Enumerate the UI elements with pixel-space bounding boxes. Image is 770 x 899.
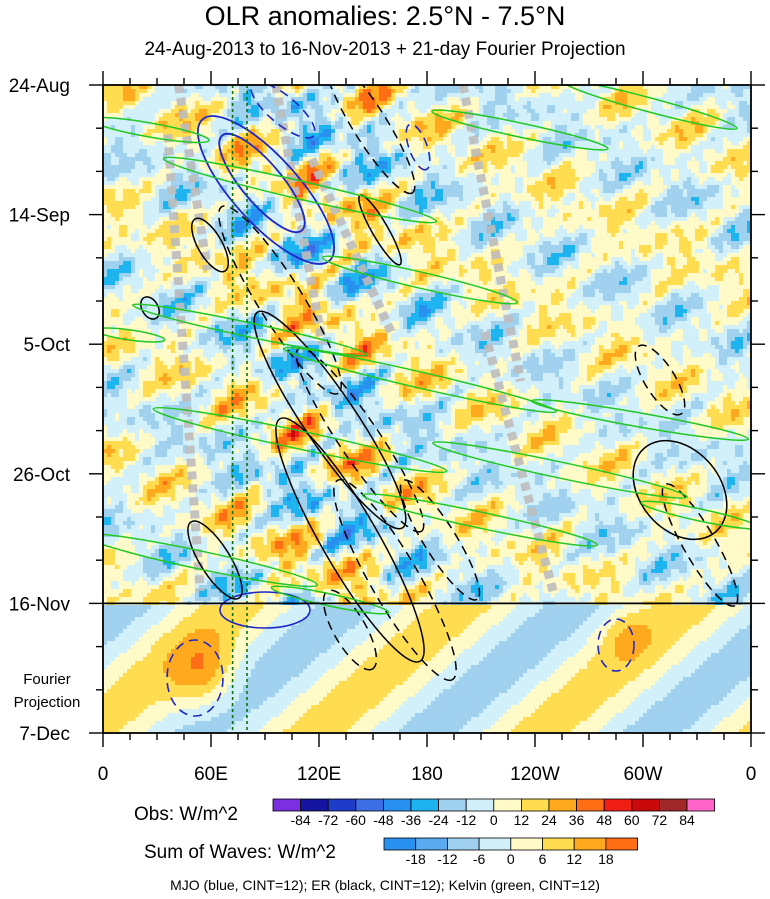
colorbar-swatch [511,838,543,850]
waves-colorbar-label: Sum of Waves: W/m^2 [144,842,336,864]
y-tick-label: 14-Sep [9,206,70,227]
colorbar-tick-label: -24 [428,812,448,828]
colorbar-tick-label: 18 [598,851,614,867]
colorbar-tick-label: 72 [652,812,668,828]
colorbar-swatch [494,799,522,811]
colorbar-swatch [328,799,356,811]
colorbar-tick-label: 12 [566,851,582,867]
colorbar-tick-label: -18 [406,851,426,867]
y-tick-label: 24-Aug [9,76,70,97]
colorbar-tick-label: 24 [541,812,557,828]
colorbar-swatch [384,838,416,850]
colorbar-tick-label: 60 [624,812,640,828]
colorbar-tick-label: -6 [473,851,486,867]
y-tick-label: 7-Dec [19,724,70,745]
colorbar-tick-label: -84 [290,812,310,828]
colorbar-tick-label: 48 [596,812,612,828]
colorbar-swatch [604,799,632,811]
projection-label: Projection [14,694,81,711]
colorbar-tick-label: -36 [401,812,421,828]
colorbar-swatch [447,838,479,850]
colorbar-swatch [606,838,638,850]
colorbar-swatch [273,799,301,811]
colorbar-swatch [356,799,384,811]
colorbar-tick-label: -48 [373,812,393,828]
colorbar-swatch [577,799,605,811]
x-tick-label: 180 [411,764,443,785]
colorbar-swatch [659,799,687,811]
x-tick-label: 60E [194,764,228,785]
x-tick-label: 0 [746,764,757,785]
colorbar-tick-label: 0 [507,851,515,867]
obs-colorbar-label: Obs: W/m^2 [134,804,238,826]
colorbar-swatch [521,799,549,811]
colorbar-tick-label: -12 [437,851,457,867]
colorbar-swatch [687,799,715,811]
colorbar-swatch [632,799,660,811]
colorbar-tick-label: 0 [490,812,498,828]
colorbar-swatch [411,799,439,811]
chart-footer: MJO (blue, CINT=12); ER (black, CINT=12)… [0,876,770,894]
colorbar-tick-label: -60 [346,812,366,828]
x-tick-label: 0 [98,764,109,785]
colorbar-swatch [416,838,448,850]
colorbar-swatch [466,799,494,811]
colorbar-swatch [301,799,329,811]
colorbar-swatch [479,838,511,850]
colorbar-tick-label: 36 [569,812,585,828]
x-tick-label: 60W [623,764,662,785]
x-tick-label: 120E [297,764,341,785]
colorbar-swatch [383,799,411,811]
colorbar-swatch [549,799,577,811]
colorbar-swatch [439,799,467,811]
colorbar-tick-label: -72 [318,812,338,828]
colorbar-swatch [543,838,575,850]
y-tick-label: 5-Oct [24,335,71,356]
colorbar-tick-label: 6 [539,851,547,867]
colorbar-tick-label: -12 [456,812,476,828]
x-tick-label: 120W [510,764,560,785]
y-tick-label: 26-Oct [13,465,71,486]
y-tick-label: 16-Nov [9,594,71,615]
colorbar-tick-label: 12 [514,812,530,828]
projection-label: Fourier [23,671,71,688]
colorbar-swatch [574,838,606,850]
colorbar-tick-label: 84 [679,812,695,828]
